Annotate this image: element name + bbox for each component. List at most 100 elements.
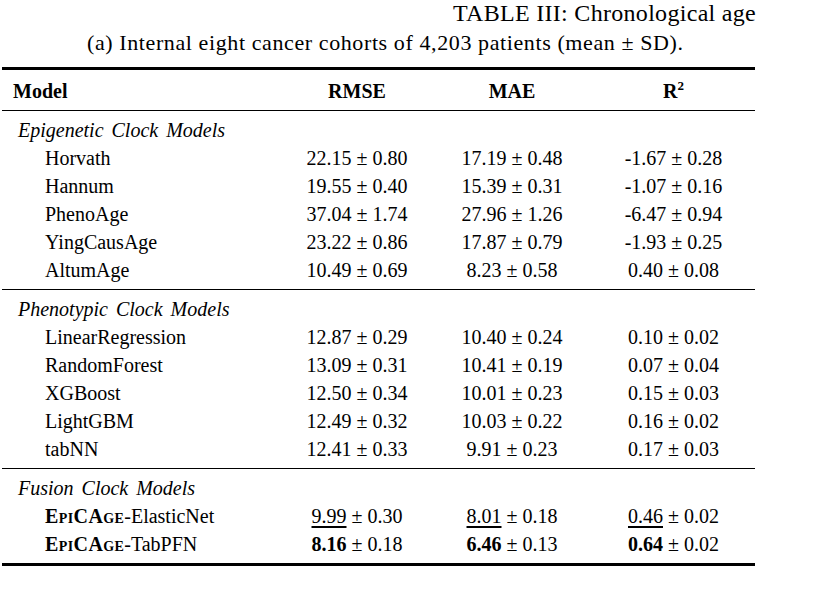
value-sd: ± 0.25 bbox=[666, 231, 722, 253]
section-label: Fusion Clock Models bbox=[2, 474, 755, 502]
model-name: tabNN bbox=[2, 435, 282, 463]
table-row: PhenoAge37.04 ± 1.7427.96 ± 1.26-6.47 ± … bbox=[2, 200, 755, 228]
value-main: 0.46 bbox=[628, 505, 663, 527]
rmse-value: 13.09 ± 0.31 bbox=[282, 351, 432, 379]
value-sd: ± 0.22 bbox=[507, 410, 563, 432]
r2-superscript: 2 bbox=[677, 78, 684, 93]
value-sd: ± 0.29 bbox=[352, 326, 408, 348]
paper-page: { "title": "TABLE III: Chronological age… bbox=[0, 0, 835, 597]
value-sd: ± 0.16 bbox=[666, 175, 722, 197]
model-name: PhenoAge bbox=[2, 200, 282, 228]
model-name: YingCausAge bbox=[2, 228, 282, 256]
value-main: 37.04 bbox=[307, 203, 352, 225]
r2-base: R bbox=[663, 80, 677, 102]
value-sd: ± 0.03 bbox=[663, 382, 719, 404]
value-sd: ± 0.23 bbox=[507, 382, 563, 404]
model-name: XGBoost bbox=[2, 379, 282, 407]
value-main: 17.19 bbox=[462, 147, 507, 169]
model-name-suffix: -TabPFN bbox=[124, 533, 197, 555]
table-row: LinearRegression12.87 ± 0.2910.40 ± 0.24… bbox=[2, 323, 755, 351]
table-section: Fusion Clock Models EpiCAge-ElasticNet 9.9… bbox=[2, 468, 755, 563]
mae-value: 10.01 ± 0.23 bbox=[432, 379, 592, 407]
value-main: 0.16 bbox=[628, 410, 663, 432]
value-sd: ± 0.40 bbox=[352, 175, 408, 197]
value-sd: ± 0.86 bbox=[352, 231, 408, 253]
model-name: LightGBM bbox=[2, 407, 282, 435]
r2-value: 0.07 ± 0.04 bbox=[592, 351, 755, 379]
r2-value: 0.16 ± 0.02 bbox=[592, 407, 755, 435]
rmse-value: 19.55 ± 0.40 bbox=[282, 172, 432, 200]
table-row: AltumAge10.49 ± 0.698.23 ± 0.580.40 ± 0.… bbox=[2, 256, 755, 284]
value-main: 9.99 bbox=[312, 505, 347, 527]
results-table: Model RMSE MAE R2 Epigenetic Clock Model… bbox=[2, 67, 755, 566]
column-header-r2: R2 bbox=[592, 78, 755, 103]
mae-value: 27.96 ± 1.26 bbox=[432, 200, 592, 228]
subtable-caption: (a) Internal eight cancer cohorts of 4,2… bbox=[87, 30, 684, 56]
value-main: 6.46 bbox=[467, 533, 502, 555]
table-row: YingCausAge23.22 ± 0.8617.87 ± 0.79-1.93… bbox=[2, 228, 755, 256]
mae-value: 10.41 ± 0.19 bbox=[432, 351, 592, 379]
value-main: 15.39 bbox=[462, 175, 507, 197]
value-main: 10.01 bbox=[462, 382, 507, 404]
section-label: Phenotypic Clock Models bbox=[2, 295, 755, 323]
value-sd: ± 0.03 bbox=[663, 438, 719, 460]
value-sd: ± 0.94 bbox=[666, 203, 722, 225]
column-header-mae: MAE bbox=[432, 80, 592, 103]
results-table-body: Epigenetic Clock ModelsHorvath22.15 ± 0.… bbox=[2, 111, 755, 563]
mae-value: 8.23 ± 0.58 bbox=[432, 256, 592, 284]
mae-value: 6.46 ± 0.13 bbox=[432, 530, 592, 558]
mae-value: 9.91 ± 0.23 bbox=[432, 435, 592, 463]
value-main: 22.15 bbox=[307, 147, 352, 169]
value-main: 12.41 bbox=[307, 438, 352, 460]
rmse-value: 12.49 ± 0.32 bbox=[282, 407, 432, 435]
model-name: LinearRegression bbox=[2, 323, 282, 351]
r2-value: 0.15 ± 0.03 bbox=[592, 379, 755, 407]
model-name-smallcaps: EpiCAge bbox=[45, 533, 124, 555]
value-main: 8.23 bbox=[467, 259, 502, 281]
model-name-suffix: -ElasticNet bbox=[124, 505, 214, 527]
model-name: AltumAge bbox=[2, 256, 282, 284]
value-sd: ± 0.32 bbox=[352, 410, 408, 432]
value-sd: ± 0.18 bbox=[502, 505, 558, 527]
column-header-model: Model bbox=[2, 80, 282, 103]
value-sd: ± 0.58 bbox=[502, 259, 558, 281]
rmse-value: 12.50 ± 0.34 bbox=[282, 379, 432, 407]
r2-value: 0.46 ± 0.02 bbox=[592, 502, 755, 530]
value-main: 12.50 bbox=[307, 382, 352, 404]
value-main: 10.03 bbox=[462, 410, 507, 432]
value-main: 17.87 bbox=[462, 231, 507, 253]
model-name: Hannum bbox=[2, 172, 282, 200]
value-main: 27.96 bbox=[462, 203, 507, 225]
table-row: LightGBM12.49 ± 0.3210.03 ± 0.220.16 ± 0… bbox=[2, 407, 755, 435]
rmse-value: 23.22 ± 0.86 bbox=[282, 228, 432, 256]
rmse-value: 12.41 ± 0.33 bbox=[282, 435, 432, 463]
value-main: -1.93 bbox=[625, 231, 667, 253]
table-row: Horvath22.15 ± 0.8017.19 ± 0.48-1.67 ± 0… bbox=[2, 144, 755, 172]
r2-value: -1.93 ± 0.25 bbox=[592, 228, 755, 256]
value-main: 0.15 bbox=[628, 382, 663, 404]
r2-value: 0.40 ± 0.08 bbox=[592, 256, 755, 284]
rmse-value: 22.15 ± 0.80 bbox=[282, 144, 432, 172]
value-main: 0.07 bbox=[628, 354, 663, 376]
value-sd: ± 0.79 bbox=[507, 231, 563, 253]
value-main: 10.40 bbox=[462, 326, 507, 348]
table-row: XGBoost12.50 ± 0.3410.01 ± 0.230.15 ± 0.… bbox=[2, 379, 755, 407]
rmse-value: 12.87 ± 0.29 bbox=[282, 323, 432, 351]
value-main: 8.01 bbox=[467, 505, 502, 527]
rmse-value: 9.99 ± 0.30 bbox=[282, 502, 432, 530]
model-name: Horvath bbox=[2, 144, 282, 172]
value-sd: ± 0.02 bbox=[663, 533, 719, 555]
value-main: 12.87 bbox=[307, 326, 352, 348]
value-sd: ± 0.28 bbox=[666, 147, 722, 169]
model-name: RandomForest bbox=[2, 351, 282, 379]
table-row: tabNN12.41 ± 0.339.91 ± 0.230.17 ± 0.03 bbox=[2, 435, 755, 463]
r2-value: -1.07 ± 0.16 bbox=[592, 172, 755, 200]
value-main: 23.22 bbox=[307, 231, 352, 253]
value-main: 12.49 bbox=[307, 410, 352, 432]
value-sd: ± 0.13 bbox=[502, 533, 558, 555]
mae-value: 8.01 ± 0.18 bbox=[432, 502, 592, 530]
column-header-rmse: RMSE bbox=[282, 80, 432, 103]
value-main: 13.09 bbox=[307, 354, 352, 376]
value-sd: ± 0.48 bbox=[507, 147, 563, 169]
table-row: Hannum19.55 ± 0.4015.39 ± 0.31-1.07 ± 0.… bbox=[2, 172, 755, 200]
